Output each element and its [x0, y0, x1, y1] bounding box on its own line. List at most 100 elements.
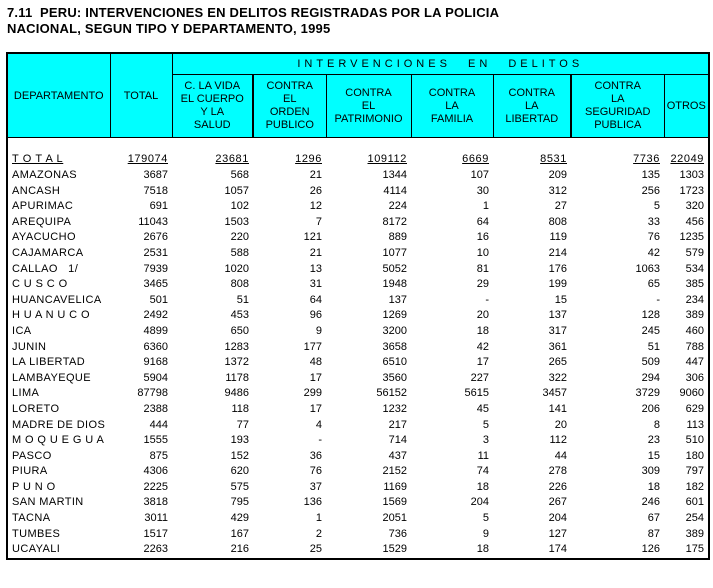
value-cell: 182 — [685, 480, 705, 493]
value-cell: 21 — [309, 246, 322, 259]
value-cell: 4114 — [383, 184, 407, 197]
value-cell: 30 — [476, 184, 489, 197]
department-name-cell: HUANCAVELICA — [12, 293, 102, 306]
value-cell: 204 — [470, 496, 489, 509]
value-cell: 299 — [303, 387, 322, 400]
value-cell: 137 — [388, 293, 407, 306]
value-cell: 620 — [230, 465, 249, 478]
value-cell: 121 — [303, 231, 322, 244]
value-cell: 534 — [685, 262, 705, 275]
value-cell: 1296 — [295, 153, 322, 166]
table-row: ANCASH 7518 1057 26 4114 30 312 256 1723 — [7, 184, 709, 200]
value-cell: 51 — [647, 340, 660, 353]
value-cell: 795 — [230, 496, 249, 509]
value-cell: 226 — [548, 480, 567, 493]
value-cell: 179074 — [127, 153, 168, 166]
title-line-2: NACIONAL, SEGUN TIPO Y DEPARTAMENTO, 199… — [7, 21, 331, 36]
value-cell: 245 — [641, 324, 660, 337]
value-cell: 2051 — [382, 512, 407, 525]
value-cell: 36 — [309, 449, 322, 462]
department-name-cell: ANCASH — [12, 184, 61, 197]
value-cell: 1517 — [143, 527, 168, 540]
value-cell: 254 — [685, 512, 705, 525]
table-row: CAJAMARCA 2531 588 21 1077 10 214 42 579 — [7, 246, 709, 262]
department-name-cell: P U N O — [12, 480, 56, 493]
value-cell: 126 — [641, 543, 660, 556]
value-cell: 1723 — [679, 184, 705, 197]
value-cell: 808 — [548, 215, 567, 228]
department-name-cell: LIMA — [12, 387, 40, 400]
value-cell: 4899 — [143, 324, 168, 337]
value-cell: 37 — [309, 480, 322, 493]
table-row: MADRE DE DIOS 444 77 4 217 5 20 8 113 — [7, 418, 709, 434]
value-cell: 9168 — [143, 356, 168, 369]
total-row: T O T A L 179074 23681 1296 109112 6669 … — [7, 138, 709, 169]
value-cell: 18 — [476, 543, 489, 556]
value-cell: 42 — [476, 340, 489, 353]
value-cell: 206 — [641, 402, 660, 415]
value-cell: 180 — [685, 449, 705, 462]
value-cell: 3011 — [144, 512, 168, 525]
value-cell: 18 — [476, 480, 489, 493]
header-line: FAMILIA — [430, 112, 474, 125]
table-row: APURIMAC 691 102 12 224 1 27 5 320 — [7, 199, 709, 215]
value-cell: 177 — [303, 340, 322, 353]
header-line: CONTRA — [345, 86, 392, 99]
value-cell: 45 — [476, 402, 489, 415]
value-cell: 64 — [309, 293, 322, 306]
value-cell: 629 — [685, 402, 705, 415]
value-cell: 579 — [685, 246, 705, 259]
value-cell: 16 — [476, 231, 489, 244]
col-header-patrimonio: CONTRA EL PATRIMONIO — [325, 74, 412, 138]
value-cell: 204 — [548, 512, 567, 525]
value-cell: 137 — [548, 309, 567, 322]
value-cell: 1235 — [679, 231, 705, 244]
department-name-cell: C U S C O — [12, 278, 68, 291]
department-name-cell: AYACUCHO — [12, 231, 76, 244]
value-cell: 2 — [315, 527, 322, 540]
value-cell: 31 — [309, 278, 322, 291]
value-cell: 256 — [641, 184, 660, 197]
value-cell: 714 — [388, 434, 407, 447]
department-name-cell: CALLAO 1/ — [12, 262, 79, 275]
table-row: LAMBAYEQUE 5904 1178 17 3560 227 322 294 306 — [7, 371, 709, 387]
table-row: TUMBES 1517 167 2 736 9 127 87 389 — [7, 527, 709, 543]
value-cell: 3687 — [143, 169, 168, 181]
value-cell: 5615 — [464, 387, 489, 400]
value-cell: 8531 — [540, 153, 567, 166]
value-cell: 9 — [315, 324, 322, 337]
value-cell: 112 — [549, 434, 567, 447]
value-cell: 48 — [309, 356, 322, 369]
value-cell: 1 — [315, 512, 322, 525]
value-cell: 11043 — [138, 215, 168, 228]
value-cell: 51 — [236, 293, 249, 306]
value-cell: 3457 — [542, 387, 567, 400]
value-cell: 1948 — [382, 278, 407, 291]
value-cell: 389 — [685, 309, 705, 322]
value-cell: 216 — [230, 543, 249, 556]
value-cell: 568 — [230, 169, 249, 181]
department-name-cell: AREQUIPA — [12, 215, 72, 228]
value-cell: 361 — [548, 340, 567, 353]
table-row: PASCO 875 152 36 437 11 44 15 180 — [7, 449, 709, 465]
value-cell: 2388 — [143, 402, 168, 415]
table-row: M O Q U E G U A 1555 193 - 714 3 112 23 510 — [7, 433, 709, 449]
value-cell: 3818 — [143, 496, 168, 509]
table-row: ICA 4899 650 9 3200 18 317 245 460 — [7, 324, 709, 340]
value-cell: 9060 — [679, 387, 705, 400]
value-cell: 20 — [476, 309, 489, 322]
value-cell: 127 — [548, 527, 567, 540]
value-cell: 6669 — [462, 153, 489, 166]
table-row: AMAZONAS 3687 568 21 1344 107 209 135 1303 — [7, 168, 709, 184]
table-row: TACNA 3011 429 1 2051 5 204 67 254 — [7, 511, 709, 527]
value-cell: 460 — [685, 324, 705, 337]
value-cell: 13 — [309, 262, 322, 275]
value-cell: 389 — [685, 527, 705, 540]
value-cell: 1372 — [224, 356, 249, 369]
value-cell: 227 — [470, 371, 489, 384]
value-cell: 5904 — [143, 371, 168, 384]
value-cell: 2225 — [143, 480, 168, 493]
value-cell: 17 — [309, 371, 322, 384]
col-header-vida: C. LA VIDA EL CUERPO Y LA SALUD — [171, 74, 254, 138]
